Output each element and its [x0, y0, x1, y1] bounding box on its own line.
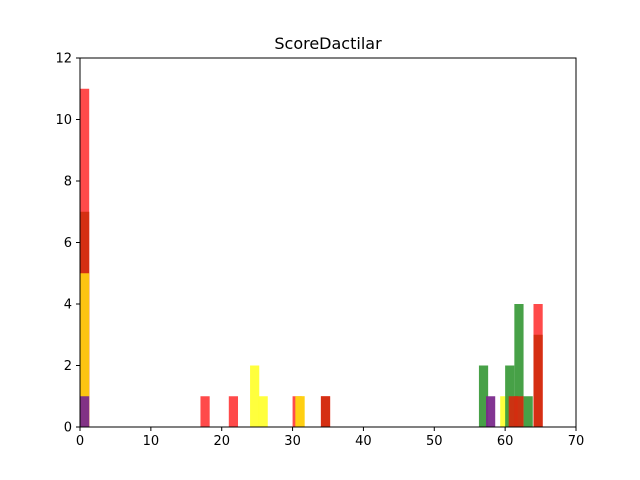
chart-title: ScoreDactilar: [274, 34, 382, 53]
histogram-bar: [258, 396, 268, 427]
histogram-bar: [80, 273, 90, 427]
histogram-bar: [486, 396, 496, 427]
y-tick-label: 4: [64, 298, 72, 313]
y-tick-label: 10: [55, 113, 72, 128]
x-tick-label: 40: [355, 434, 372, 449]
histogram-bar: [478, 365, 489, 427]
histogram-bar: [200, 396, 210, 427]
histogram-bar: [523, 396, 533, 427]
y-tick-label: 0: [64, 421, 72, 436]
histogram-bar: [514, 304, 524, 427]
ticks-layer: 0 10 20 30 40 50 60 70 0 2 4 6 8 10 12: [55, 52, 584, 450]
histogram-bar: [295, 396, 305, 427]
x-tick-label: 50: [426, 434, 443, 449]
histogram-bar: [500, 396, 510, 427]
x-tick-label: 20: [213, 434, 230, 449]
x-tick-label: 10: [143, 434, 160, 449]
y-tick-label: 12: [55, 52, 72, 67]
x-tick-label: 60: [497, 434, 514, 449]
y-tick-label: 8: [64, 175, 72, 190]
histogram-bar: [533, 334, 543, 427]
y-tick-label: 6: [64, 236, 72, 251]
histogram-bar: [508, 396, 518, 427]
histogram-bar: [80, 396, 90, 427]
bars-layer: [80, 88, 543, 427]
histogram-bar: [320, 396, 331, 427]
x-tick-label: 0: [76, 434, 84, 449]
y-tick-label: 2: [64, 359, 72, 374]
x-tick-label: 70: [568, 434, 585, 449]
x-tick-label: 30: [284, 434, 301, 449]
histogram-bar: [250, 365, 260, 427]
histogram-bar: [514, 396, 524, 427]
histogram-bar: [228, 396, 239, 427]
